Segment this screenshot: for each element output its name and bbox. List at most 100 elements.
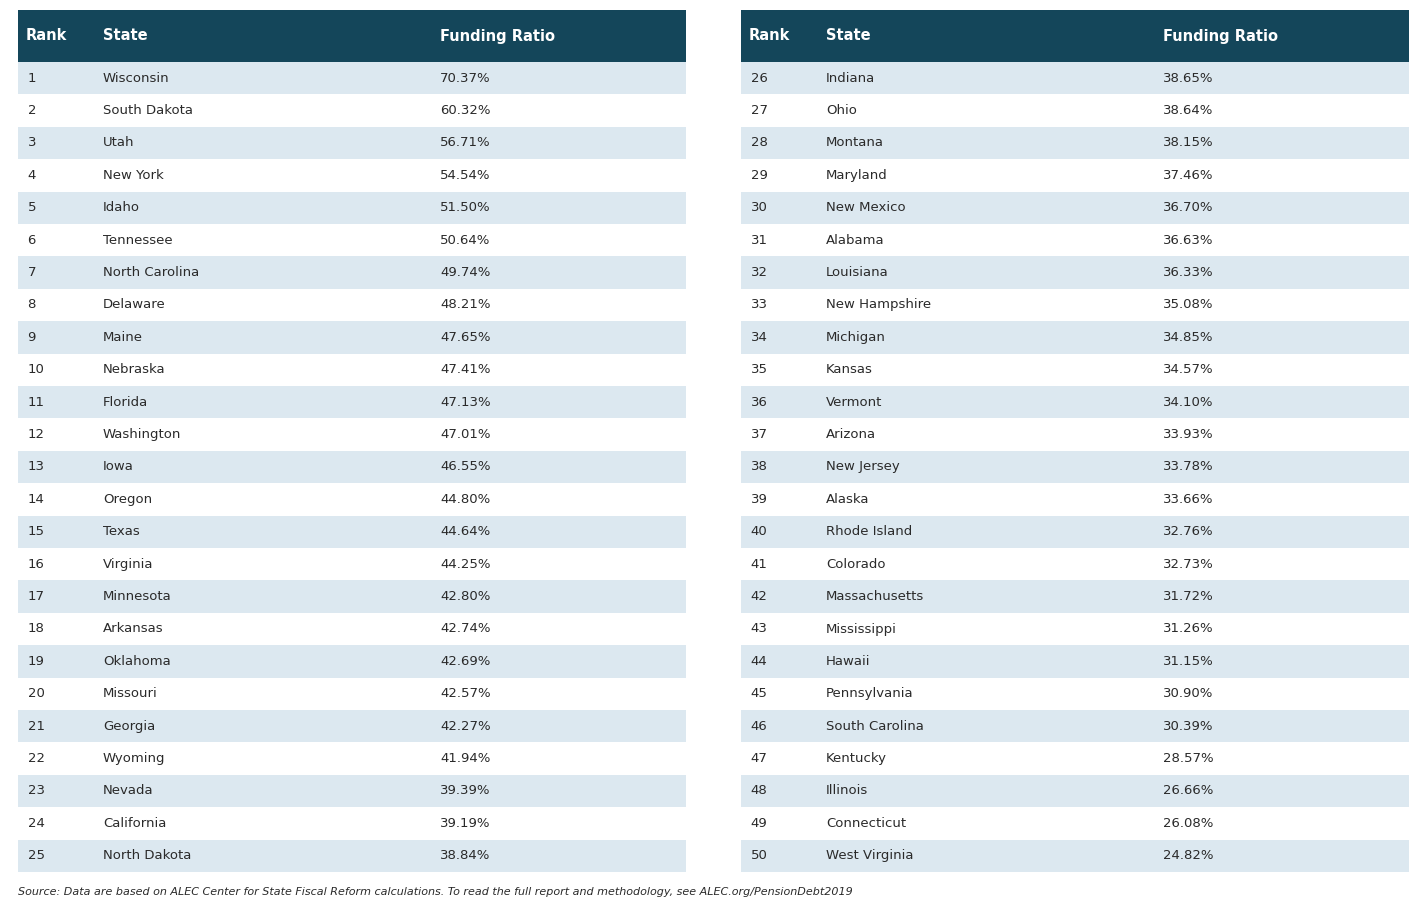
Text: 30.39%: 30.39% [1163,720,1213,733]
Text: 33: 33 [751,298,768,311]
Text: 6: 6 [27,233,36,247]
Text: New York: New York [103,169,164,182]
Text: Texas: Texas [103,525,140,538]
Text: South Carolina: South Carolina [826,720,923,733]
Text: 34.10%: 34.10% [1163,395,1213,409]
Bar [19,451,686,483]
Bar [19,580,686,613]
Text: 42: 42 [751,590,768,603]
Bar [741,289,1408,321]
Bar [19,678,686,710]
Text: 8: 8 [27,298,36,311]
Bar [19,645,686,678]
Bar [19,515,686,548]
Text: 50.64%: 50.64% [440,233,491,247]
Text: Idaho: Idaho [103,201,140,214]
Text: 7: 7 [27,266,36,279]
Text: 1: 1 [27,71,36,85]
Bar [741,807,1408,840]
Text: 38.15%: 38.15% [1163,136,1214,149]
Text: North Carolina: North Carolina [103,266,200,279]
Text: 28.57%: 28.57% [1163,752,1214,765]
Bar [741,678,1408,710]
Text: Louisiana: Louisiana [826,266,889,279]
Text: 32.73%: 32.73% [1163,558,1214,571]
Text: 38.84%: 38.84% [440,849,491,862]
Text: 31.15%: 31.15% [1163,655,1214,668]
Text: Maryland: Maryland [826,169,888,182]
Text: Vermont: Vermont [826,395,882,409]
Text: 11: 11 [27,395,44,409]
Text: Arkansas: Arkansas [103,622,164,636]
Bar [741,191,1408,224]
Text: 15: 15 [27,525,44,538]
Text: Funding Ratio: Funding Ratio [440,28,555,44]
Text: 41.94%: 41.94% [440,752,491,765]
Text: 44.25%: 44.25% [440,558,491,571]
Text: 26: 26 [751,71,768,85]
Text: 25: 25 [27,849,44,862]
Text: Georgia: Georgia [103,720,156,733]
Text: 47.65%: 47.65% [440,331,491,344]
Text: Minnesota: Minnesota [103,590,171,603]
Bar [741,62,1408,94]
Text: Alabama: Alabama [826,233,885,247]
Bar [19,483,686,515]
Text: 38.64%: 38.64% [1163,104,1213,117]
Text: 37: 37 [751,428,768,441]
Bar [741,613,1408,645]
Bar [741,10,1408,62]
Text: 50: 50 [751,849,768,862]
Text: 26.66%: 26.66% [1163,784,1213,798]
Text: 27: 27 [751,104,768,117]
Text: 19: 19 [27,655,44,668]
Bar [741,418,1408,451]
Bar [19,10,686,62]
Bar [19,840,686,872]
Bar [741,159,1408,191]
Text: 24: 24 [27,817,44,830]
Text: 47.01%: 47.01% [440,428,491,441]
Text: Kansas: Kansas [826,363,873,376]
Bar [19,742,686,775]
Bar [19,94,686,127]
Text: Hawaii: Hawaii [826,655,870,668]
Text: 35.08%: 35.08% [1163,298,1213,311]
Text: Pennsylvania: Pennsylvania [826,687,913,700]
Text: 36.63%: 36.63% [1163,233,1213,247]
Text: 5: 5 [27,201,36,214]
Text: 39: 39 [751,493,768,506]
Text: 14: 14 [27,493,44,506]
Text: Kentucky: Kentucky [826,752,886,765]
Text: Michigan: Michigan [826,331,886,344]
Text: Illinois: Illinois [826,784,868,798]
Text: 10: 10 [27,363,44,376]
Text: Oregon: Oregon [103,493,151,506]
Text: 39.39%: 39.39% [440,784,491,798]
Bar [741,515,1408,548]
Text: Delaware: Delaware [103,298,166,311]
Bar [19,224,686,256]
Text: 36: 36 [751,395,768,409]
Text: Connecticut: Connecticut [826,817,906,830]
Bar [741,94,1408,127]
Bar [19,548,686,580]
Text: 49.74%: 49.74% [440,266,491,279]
Text: 33.66%: 33.66% [1163,493,1213,506]
Text: California: California [103,817,166,830]
Text: 33.93%: 33.93% [1163,428,1214,441]
Bar [741,321,1408,353]
Text: 31: 31 [751,233,768,247]
Text: Virginia: Virginia [103,558,153,571]
Text: 44: 44 [751,655,768,668]
Text: 42.27%: 42.27% [440,720,491,733]
Text: Colorado: Colorado [826,558,885,571]
Text: Arizona: Arizona [826,428,876,441]
Text: Rank: Rank [749,28,791,44]
Text: Tennessee: Tennessee [103,233,173,247]
Text: Oklahoma: Oklahoma [103,655,171,668]
Bar [19,289,686,321]
Bar [19,127,686,159]
Text: Mississippi: Mississippi [826,622,896,636]
Text: 3: 3 [27,136,36,149]
